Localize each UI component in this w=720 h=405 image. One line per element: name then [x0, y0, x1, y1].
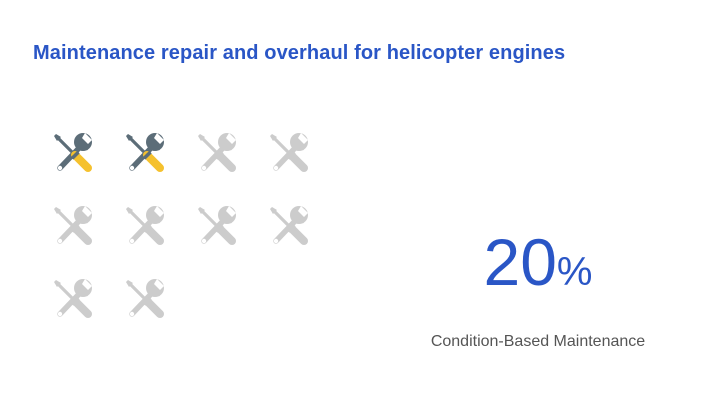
tools-icon-grid — [51, 131, 339, 321]
stat-unit: % — [556, 250, 593, 294]
tools-icon-empty — [123, 277, 167, 321]
tools-icon-filled — [123, 131, 167, 175]
tools-icon-empty — [195, 131, 239, 175]
tools-icon-empty — [123, 204, 167, 248]
tools-icon-empty — [195, 204, 239, 248]
tools-icon-empty — [51, 204, 95, 248]
slide-title: Maintenance repair and overhaul for heli… — [33, 42, 566, 64]
stat-value: 20 — [483, 225, 557, 299]
tools-icon-filled — [51, 131, 95, 175]
percentage-stat: 20% — [468, 222, 608, 302]
tools-icon-empty — [51, 277, 95, 321]
tools-icon-empty — [267, 131, 311, 175]
stat-caption: Condition-Based Maintenance — [430, 333, 646, 350]
tools-icon-empty — [267, 204, 311, 248]
